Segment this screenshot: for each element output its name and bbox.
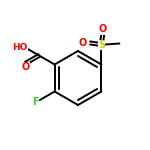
- Text: O: O: [78, 39, 87, 48]
- Text: S: S: [98, 39, 105, 50]
- Text: F: F: [33, 97, 39, 107]
- Text: HO: HO: [12, 42, 28, 51]
- Text: O: O: [22, 62, 30, 72]
- Text: O: O: [98, 24, 106, 34]
